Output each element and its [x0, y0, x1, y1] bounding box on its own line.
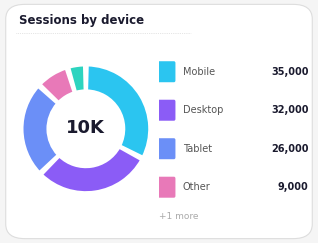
FancyBboxPatch shape — [157, 61, 176, 82]
FancyBboxPatch shape — [157, 177, 176, 198]
Text: Mobile: Mobile — [183, 67, 215, 77]
Wedge shape — [40, 69, 74, 102]
Wedge shape — [22, 87, 58, 172]
Wedge shape — [69, 65, 85, 92]
Text: +1 more: +1 more — [159, 212, 198, 221]
Text: Sessions by device: Sessions by device — [19, 14, 144, 27]
Wedge shape — [42, 148, 141, 192]
Text: Other: Other — [183, 182, 211, 192]
Text: 35,000: 35,000 — [271, 67, 308, 77]
Text: 9,000: 9,000 — [278, 182, 308, 192]
FancyBboxPatch shape — [157, 138, 176, 159]
Text: 26,000: 26,000 — [271, 144, 308, 154]
Text: Tablet: Tablet — [183, 144, 212, 154]
FancyBboxPatch shape — [157, 100, 176, 121]
Wedge shape — [87, 65, 149, 157]
Text: 32,000: 32,000 — [271, 105, 308, 115]
FancyBboxPatch shape — [6, 4, 312, 239]
Text: 10K: 10K — [66, 119, 105, 137]
Text: Desktop: Desktop — [183, 105, 223, 115]
